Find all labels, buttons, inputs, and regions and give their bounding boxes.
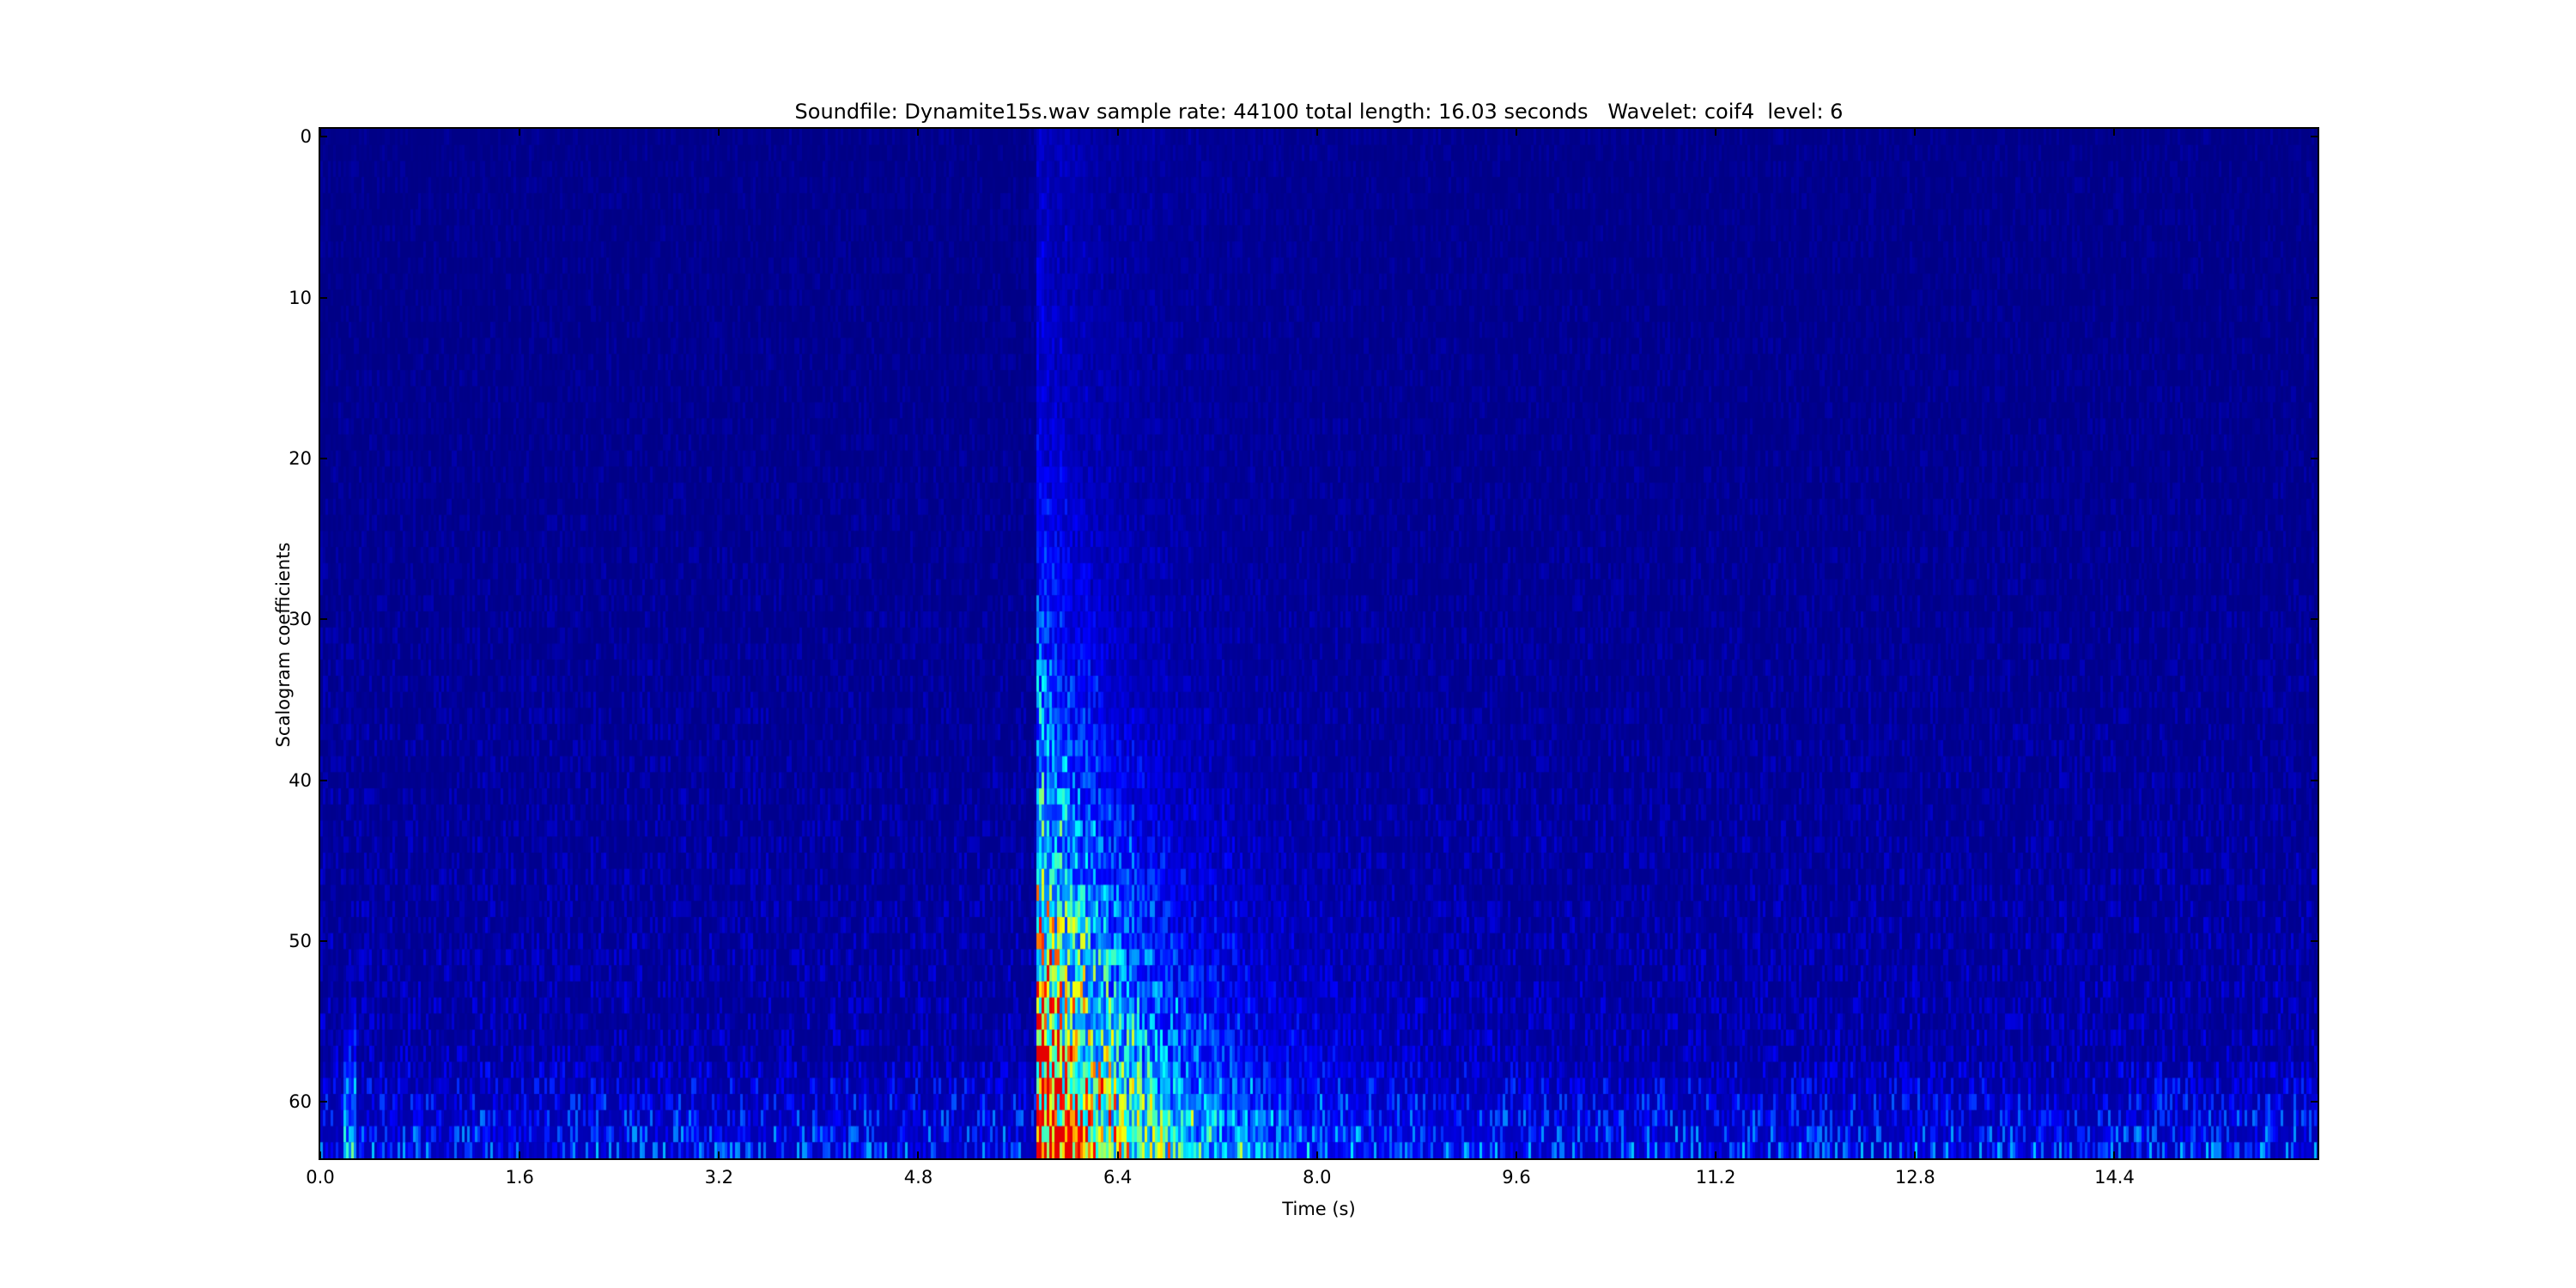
- y-tick-label: 40: [289, 769, 312, 791]
- x-tick-mark: [718, 1151, 720, 1158]
- y-tick-mark: [320, 136, 327, 138]
- y-tick-label: 10: [289, 287, 312, 308]
- x-tick-mark: [2113, 1151, 2116, 1158]
- x-tick-mark: [1315, 1151, 1318, 1158]
- y-tick-mark: [2311, 940, 2318, 943]
- x-tick-label: 11.2: [1695, 1167, 1736, 1188]
- x-tick-mark: [319, 1151, 321, 1158]
- y-tick-mark: [320, 618, 327, 621]
- x-tick-mark: [917, 129, 920, 136]
- x-tick-mark: [519, 1151, 521, 1158]
- x-tick-mark: [1116, 1151, 1119, 1158]
- x-tick-mark: [718, 129, 720, 136]
- x-tick-label: 6.4: [1103, 1167, 1133, 1188]
- y-axis-label: Scalogram coefficients: [273, 542, 294, 748]
- y-tick-mark: [2311, 296, 2318, 299]
- x-tick-mark: [1515, 1151, 1517, 1158]
- x-tick-mark: [917, 1151, 920, 1158]
- y-tick-mark: [320, 458, 327, 460]
- y-tick-label: 30: [289, 609, 312, 630]
- x-tick-mark: [2113, 129, 2116, 136]
- x-tick-mark: [1715, 1151, 1717, 1158]
- y-tick-mark: [320, 296, 327, 299]
- y-tick-label: 50: [289, 931, 312, 952]
- y-tick-mark: [320, 1101, 327, 1103]
- x-tick-mark: [1116, 129, 1119, 136]
- y-tick-mark: [2311, 779, 2318, 781]
- y-tick-label: 20: [289, 448, 312, 470]
- y-tick-mark: [2311, 618, 2318, 621]
- x-tick-mark: [1715, 129, 1717, 136]
- x-tick-label: 12.8: [1894, 1167, 1935, 1188]
- x-tick-mark: [1515, 129, 1517, 136]
- x-tick-label: 8.0: [1303, 1167, 1332, 1188]
- y-tick-mark: [2311, 458, 2318, 460]
- x-tick-mark: [1914, 129, 1917, 136]
- x-tick-label: 3.2: [704, 1167, 734, 1188]
- y-tick-mark: [2311, 1101, 2318, 1103]
- x-tick-label: 0.0: [306, 1167, 335, 1188]
- x-tick-label: 14.4: [2094, 1167, 2135, 1188]
- y-tick-mark: [2311, 136, 2318, 138]
- chart-title: Soundfile: Dynamite15s.wav sample rate: …: [794, 100, 1844, 124]
- x-tick-mark: [1315, 129, 1318, 136]
- x-tick-label: 4.8: [903, 1167, 933, 1188]
- scalogram-heatmap: [320, 129, 2318, 1158]
- x-tick-mark: [319, 129, 321, 136]
- y-tick-mark: [320, 779, 327, 781]
- x-tick-mark: [1914, 1151, 1917, 1158]
- x-tick-mark: [519, 129, 521, 136]
- y-tick-mark: [320, 940, 327, 943]
- x-tick-label: 9.6: [1502, 1167, 1531, 1188]
- x-axis-label: Time (s): [1282, 1199, 1356, 1219]
- x-tick-label: 1.6: [505, 1167, 534, 1188]
- y-tick-label: 60: [289, 1091, 312, 1113]
- y-tick-label: 0: [300, 126, 312, 148]
